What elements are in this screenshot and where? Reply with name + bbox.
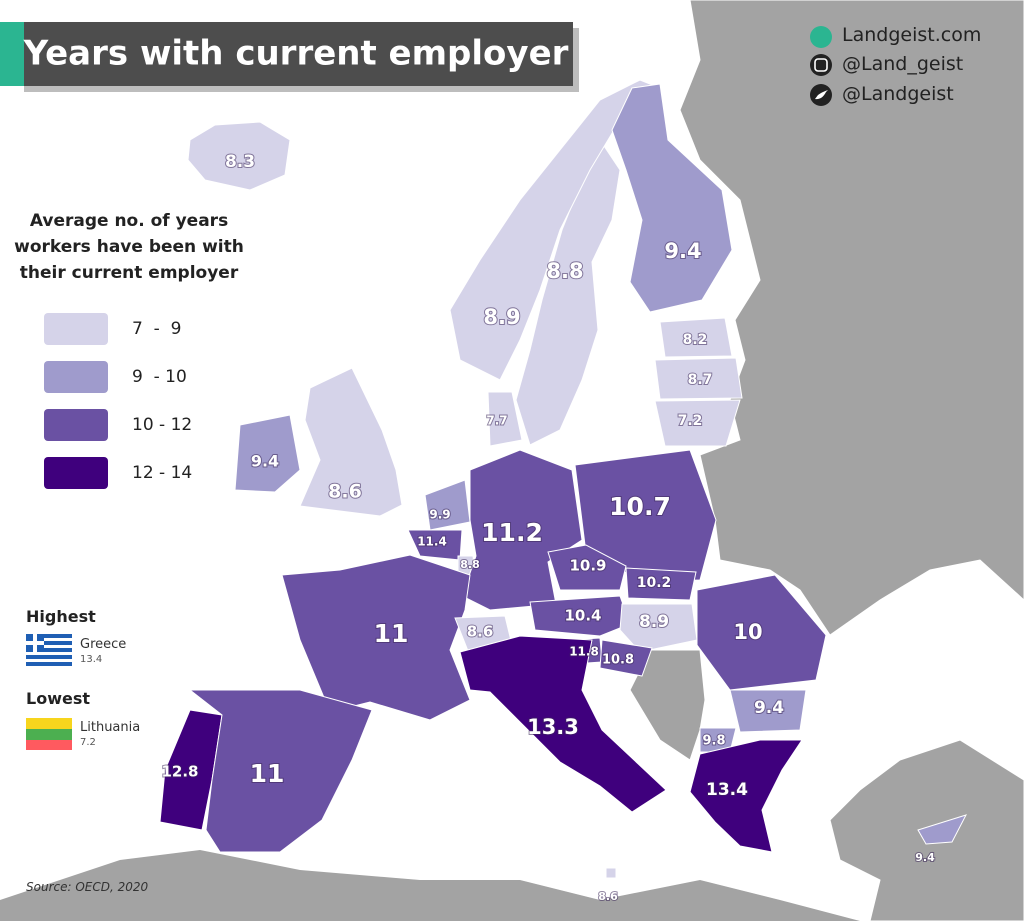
country	[689, 739, 803, 853]
country-value-label: 9.4	[915, 851, 935, 864]
twitter-glyph	[815, 90, 828, 100]
lowest-heading: Lowest	[26, 689, 90, 708]
country-value-label: 8.6	[598, 890, 618, 903]
country-value-label: 9.4	[754, 698, 784, 718]
country-value-label: 13.3	[527, 715, 579, 739]
instagram-icon	[810, 54, 832, 76]
country-value-label: 7.7	[486, 414, 507, 428]
country	[599, 639, 653, 677]
highest-country: Greece	[80, 637, 127, 652]
country-value-label: 13.4	[706, 780, 748, 800]
title-accent	[0, 22, 24, 86]
country-value-label: 12.8	[161, 763, 198, 781]
title: Years with current employer	[23, 34, 569, 74]
country-value-label: 10.7	[609, 492, 671, 521]
legend-swatch	[44, 457, 108, 489]
country	[654, 357, 743, 400]
brand-twitter[interactable]: @Landgeist	[842, 83, 954, 105]
country-value-label: 11.8	[569, 645, 599, 659]
legend-swatch	[44, 409, 108, 441]
country-value-label: 10.9	[569, 557, 606, 575]
legend-item: 9 - 10	[44, 361, 244, 393]
country-value-label: 10.2	[637, 575, 672, 591]
grey-land	[629, 649, 706, 761]
source: Source: OECD, 2020	[26, 880, 149, 894]
country-value-label: 8.9	[483, 305, 520, 329]
country	[696, 574, 827, 691]
country	[659, 317, 733, 358]
lithuania-flag	[26, 718, 72, 750]
country-value-label: 8.8	[546, 259, 583, 283]
legend-item: 10 - 12	[44, 409, 244, 441]
legend-label: 7 - 9	[132, 319, 182, 339]
highest-heading: Highest	[26, 607, 96, 626]
country	[729, 689, 807, 733]
lowest-value: 7.2	[80, 737, 96, 748]
legend-label: 9 - 10	[132, 367, 187, 387]
country	[547, 544, 627, 591]
country-value-label: 8.6	[467, 623, 494, 641]
country-value-label: 8.8	[460, 558, 480, 571]
title-box	[18, 22, 573, 86]
country	[459, 635, 667, 813]
country	[611, 83, 733, 313]
country-value-label: 7.2	[678, 413, 703, 429]
country-value-label: 10.4	[564, 607, 601, 625]
country	[299, 367, 403, 517]
country-value-label: 10	[733, 620, 762, 644]
country	[605, 867, 617, 879]
legend-swatch	[44, 313, 108, 345]
country	[449, 79, 661, 381]
country	[234, 414, 301, 493]
country	[619, 603, 698, 653]
legend-label: 10 - 12	[132, 415, 193, 435]
globe-icon	[810, 26, 832, 48]
country	[281, 554, 471, 721]
country-value-label: 9.9	[429, 508, 450, 522]
country-value-label: 10.8	[602, 653, 634, 668]
country-value-label: 9.4	[664, 239, 701, 263]
legend-item: 12 - 14	[44, 457, 244, 489]
country-value-label: 8.6	[328, 481, 362, 503]
grey-land	[0, 850, 860, 921]
country	[487, 391, 523, 447]
brand-instagram[interactable]: @Land_geist	[842, 53, 964, 75]
country	[187, 121, 291, 191]
country-value-label: 9.8	[702, 734, 725, 749]
greece-flag	[26, 634, 72, 666]
highest-value: 13.4	[80, 654, 103, 665]
country-value-label: 9.4	[251, 452, 279, 471]
country-value-label: 8.7	[688, 372, 713, 388]
legend-item: 7 - 9	[44, 313, 244, 345]
country-value-label: 11.2	[481, 518, 543, 547]
country-value-label: 8.2	[683, 332, 708, 348]
country	[529, 595, 631, 637]
country-value-label: 8.3	[225, 152, 255, 172]
lowest-country: Lithuania	[80, 720, 141, 735]
country-value-label: 11	[250, 759, 285, 788]
instagram-glyph	[814, 58, 828, 72]
grey-land	[679, 0, 1024, 921]
country	[625, 567, 697, 601]
brand-website[interactable]: Landgeist.com	[842, 24, 982, 46]
legend-title: Average no. of years workers have been w…	[14, 211, 244, 283]
country	[654, 399, 741, 447]
country-value-label: 11.4	[417, 535, 447, 549]
legend-label: 12 - 14	[132, 463, 193, 483]
country	[188, 689, 373, 853]
country	[424, 479, 471, 531]
country	[515, 138, 621, 446]
country	[917, 814, 967, 845]
legend-swatch	[44, 361, 108, 393]
country-value-label: 8.9	[639, 612, 669, 632]
country-value-label: 11	[374, 619, 409, 648]
